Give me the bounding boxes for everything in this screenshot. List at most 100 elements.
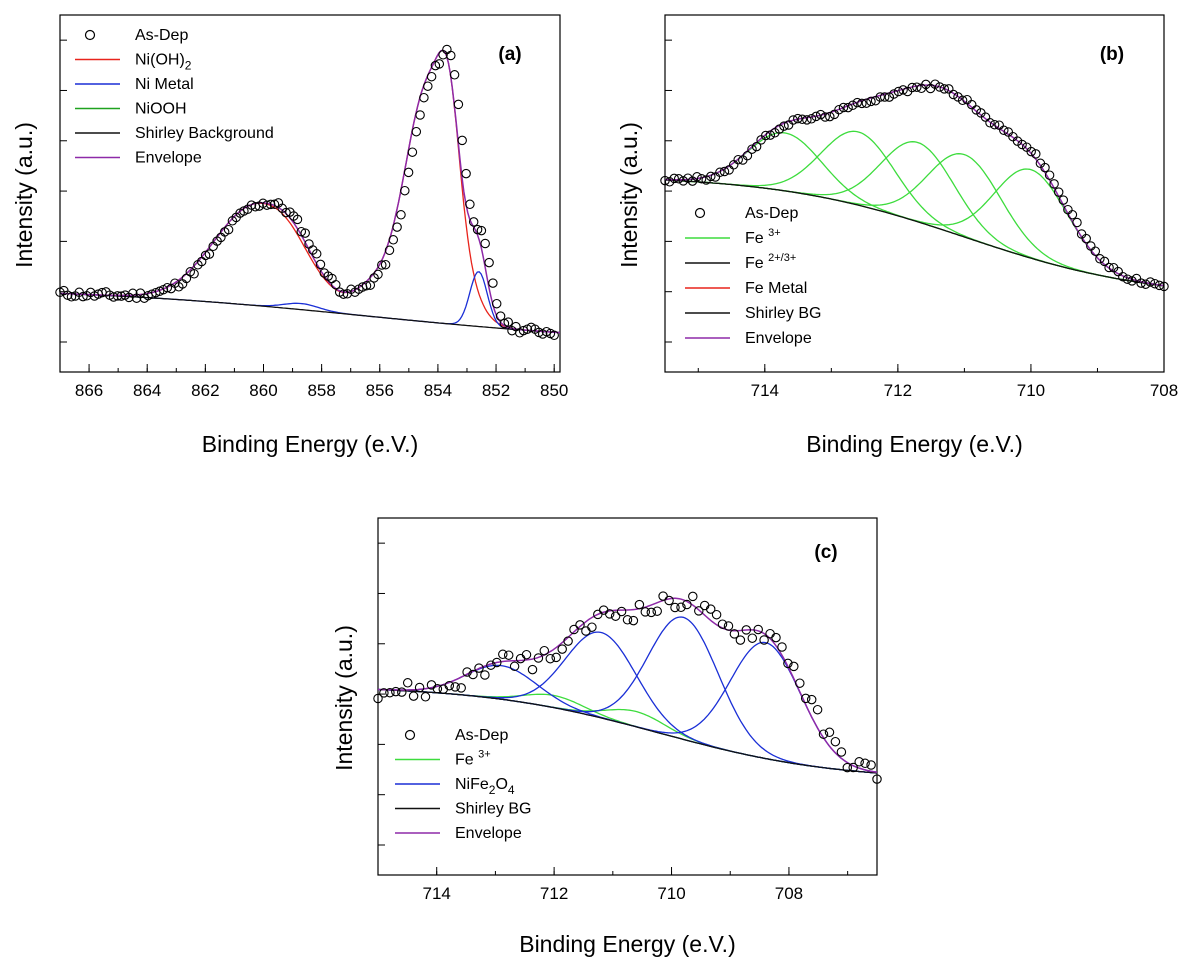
data-point xyxy=(616,606,627,617)
data-point xyxy=(408,691,419,701)
chart-panel-1: 866 864 862 860 858 856 854 852 850 Binding Energ… xyxy=(11,14,568,457)
legend-label: Shirley BG xyxy=(455,801,531,818)
data-point xyxy=(815,109,826,120)
data-point xyxy=(1031,149,1041,159)
chart-panel-2: 714 712 710 708 Binding Energy (e.V.) Intensi… xyxy=(616,14,1178,457)
panel-tag: (a) xyxy=(498,44,521,65)
data-point xyxy=(311,249,322,259)
legend-label: Shirley BG xyxy=(745,305,821,322)
data-point xyxy=(857,98,867,109)
data-point xyxy=(820,112,830,122)
data-point xyxy=(1154,280,1165,291)
data-point xyxy=(692,172,702,182)
data-point xyxy=(450,682,460,692)
data-point xyxy=(797,114,808,125)
data-point xyxy=(373,693,383,704)
legend-entry: As-Dep xyxy=(694,205,798,222)
data-point xyxy=(774,124,785,134)
legend-marker xyxy=(694,207,706,219)
data-point xyxy=(842,762,853,773)
legend-entry: Shirley BG xyxy=(685,305,821,322)
legend: As-Dep Fe 3+ NiFe2O4 Shirley BG Envelope xyxy=(395,727,531,842)
x-axis-label: Binding Energy (e.V.) xyxy=(806,431,1023,457)
data-point xyxy=(292,214,303,225)
data-point xyxy=(711,609,722,620)
x-axis-label: Binding Energy (e.V.) xyxy=(202,431,419,457)
legend-marker xyxy=(84,29,96,41)
data-point xyxy=(397,687,407,697)
data-point xyxy=(646,607,657,618)
data-point xyxy=(1081,233,1091,244)
data-point xyxy=(377,260,387,270)
data-point xyxy=(688,591,698,602)
data-point xyxy=(503,317,513,327)
data-point xyxy=(765,130,776,140)
data-point xyxy=(705,604,716,614)
data-point xyxy=(742,150,753,161)
x-tick-label: 712 xyxy=(884,381,912,400)
data-point xyxy=(1099,256,1110,267)
legend-entry: Fe 3+ xyxy=(395,749,491,769)
data-point xyxy=(847,100,858,111)
legend-label: Envelope xyxy=(135,150,202,167)
x-tick-label: 860 xyxy=(249,381,277,400)
data-point xyxy=(747,144,757,154)
data-point xyxy=(509,661,520,672)
x-tick-label: 714 xyxy=(423,884,451,903)
x-tick-label: 710 xyxy=(657,884,685,903)
legend-entry: Envelope xyxy=(75,150,202,167)
data-point xyxy=(462,667,472,677)
data-point xyxy=(315,259,326,270)
data-point xyxy=(491,298,502,309)
data-point xyxy=(587,622,597,632)
data-point xyxy=(1053,187,1064,197)
data-point xyxy=(380,259,391,270)
legend-label: As-Dep xyxy=(135,27,188,44)
data-point xyxy=(836,747,847,757)
data-point xyxy=(879,92,890,102)
data-point xyxy=(676,602,686,613)
data-point xyxy=(872,774,882,784)
data-point xyxy=(889,89,899,99)
data-point xyxy=(492,657,502,668)
data-point xyxy=(759,635,769,645)
data-point xyxy=(379,688,389,698)
data-point xyxy=(843,102,853,113)
plot-frame xyxy=(59,14,561,373)
data-point xyxy=(549,330,559,341)
legend-entry: NiOOH xyxy=(75,101,187,118)
data-point xyxy=(415,110,425,120)
data-point xyxy=(912,82,922,92)
data-point xyxy=(498,649,508,660)
data-point xyxy=(640,607,651,617)
data-point xyxy=(683,173,693,183)
x-tick-label: 852 xyxy=(482,381,510,400)
data-point xyxy=(818,729,829,739)
data-point xyxy=(563,636,573,646)
data-point xyxy=(802,115,812,125)
data-point xyxy=(673,174,684,184)
data-point xyxy=(338,289,349,299)
data-point xyxy=(434,59,445,69)
legend-label: Fe 3+ xyxy=(455,749,491,769)
data-point xyxy=(830,736,841,747)
data-point xyxy=(446,50,456,61)
data-point xyxy=(1140,279,1151,289)
legend-label: Ni Metal xyxy=(135,76,194,93)
data-point xyxy=(760,130,771,141)
data-point xyxy=(527,664,538,675)
plot-frame xyxy=(377,517,878,876)
data-point xyxy=(848,762,858,773)
legend-entry: As-Dep xyxy=(404,727,508,744)
x-tick-label: 714 xyxy=(751,381,779,400)
data-point xyxy=(468,217,479,227)
data-point xyxy=(420,692,431,702)
data-point xyxy=(400,185,410,196)
data-point xyxy=(112,291,123,301)
data-point xyxy=(480,238,490,249)
data-point xyxy=(396,210,406,220)
legend-label: Envelope xyxy=(455,825,522,842)
data-point xyxy=(456,683,466,693)
plot-area xyxy=(665,84,1164,287)
